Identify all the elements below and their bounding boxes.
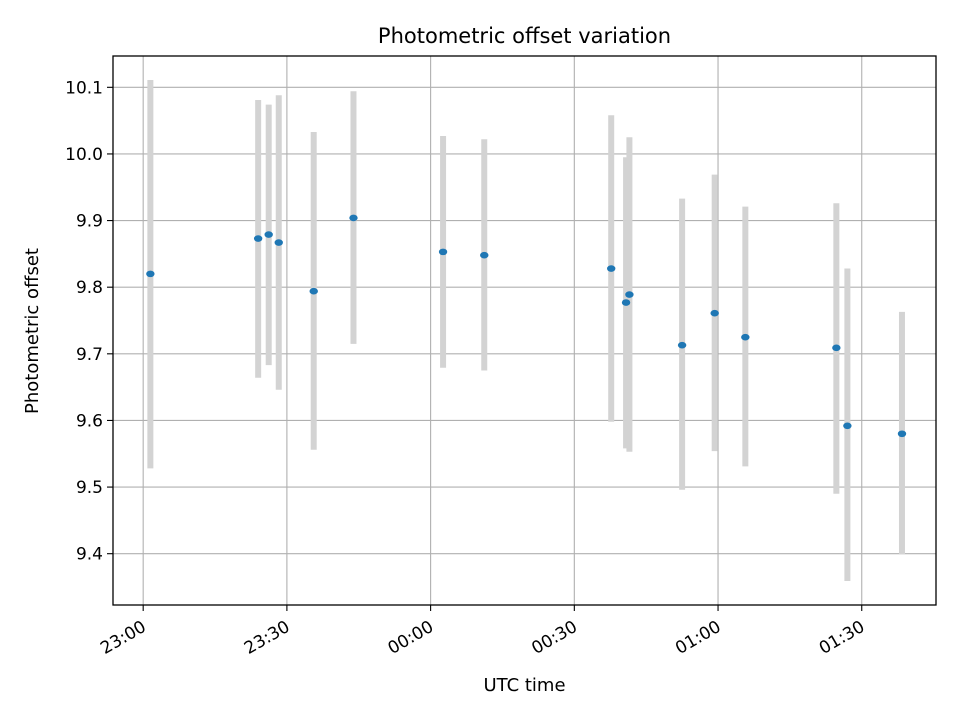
data-point (349, 214, 358, 222)
data-point (625, 291, 634, 298)
data-point (264, 231, 273, 238)
data-point (274, 239, 283, 246)
grid (113, 56, 936, 605)
y-tick-label: 9.7 (76, 345, 103, 365)
data-point (146, 270, 155, 278)
data-point (843, 422, 852, 430)
data-point (677, 341, 687, 349)
y-tick-label: 9.6 (76, 411, 103, 431)
data-point (741, 333, 750, 341)
data-point (438, 248, 448, 256)
data-point (710, 309, 719, 317)
data-point (897, 430, 907, 438)
chart-title: Photometric offset variation (378, 24, 671, 48)
data-point (607, 265, 616, 272)
data-point (621, 299, 631, 306)
y-tick-label: 9.5 (76, 478, 103, 498)
x-axis-label: UTC time (483, 675, 565, 696)
data-point (832, 344, 841, 352)
y-tick-label: 9.8 (76, 278, 103, 298)
y-tick-label: 9.9 (76, 212, 103, 232)
y-tick-label: 9.4 (76, 545, 103, 565)
y-tick-label: 10.0 (65, 145, 103, 165)
plot-area-frame (112, 55, 937, 606)
data-point (253, 235, 263, 242)
y-axis-label: Photometric offset (22, 248, 43, 414)
y-axis-ticks: 9.4 9.5 9.6 9.7 9.8 9.9 10.0 10.1 (65, 78, 113, 565)
data-points (146, 214, 907, 438)
y-tick-label: 10.1 (65, 78, 103, 98)
data-point (480, 251, 489, 259)
data-point (309, 287, 318, 295)
